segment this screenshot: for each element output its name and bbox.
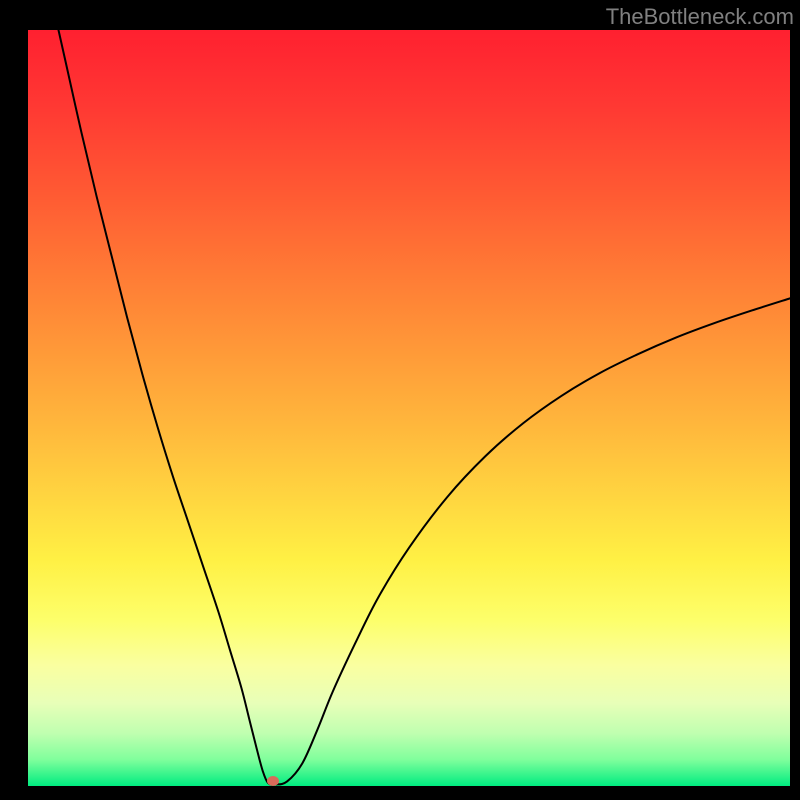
curve-svg bbox=[28, 30, 790, 786]
plot-area bbox=[28, 30, 790, 786]
bottleneck-curve bbox=[58, 30, 790, 785]
watermark-text: TheBottleneck.com bbox=[606, 4, 794, 30]
chart-container: TheBottleneck.com bbox=[0, 0, 800, 800]
